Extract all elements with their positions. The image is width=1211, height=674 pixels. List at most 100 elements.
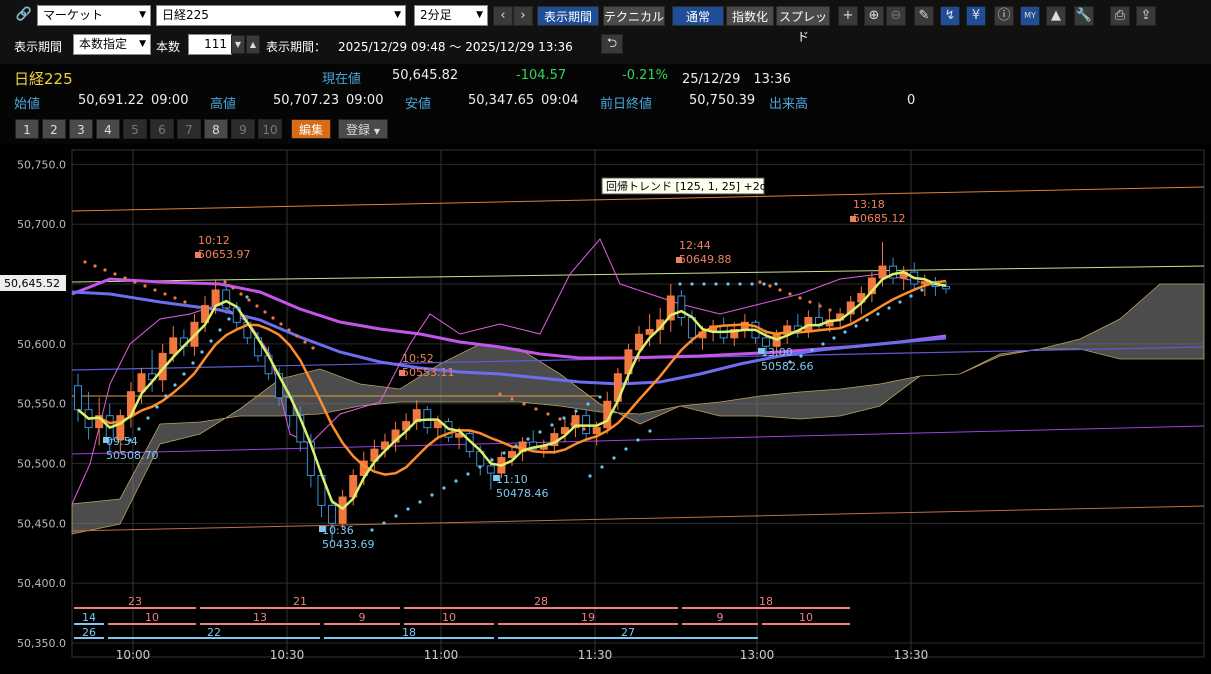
high-label: 高値: [210, 97, 237, 112]
page-button-10[interactable]: 10: [258, 119, 282, 139]
page-button-9[interactable]: 9: [231, 119, 255, 139]
reset-icon[interactable]: ⮌: [601, 34, 623, 54]
chevron-down-icon[interactable]: ▼: [231, 35, 245, 54]
toolbar: 🔗 マーケット ▼ 日経225 ▼ 2分足 ▼ ‹ › 表示期間 テクニカル 通常 指…: [0, 0, 1211, 64]
chevron-left-icon[interactable]: ‹: [493, 6, 513, 26]
sar-dot: [236, 306, 240, 310]
sar-dot: [103, 268, 107, 272]
my-icon[interactable]: MY: [1020, 6, 1040, 26]
candle-body: [645, 328, 654, 335]
regression-lower-2: [71, 505, 1205, 532]
pen-icon[interactable]: ✎: [914, 6, 934, 26]
technical-button[interactable]: テクニカル: [603, 6, 665, 26]
display-period-button[interactable]: 表示期間: [537, 6, 599, 26]
wrench-icon[interactable]: 🔧: [1074, 6, 1094, 26]
price-chart[interactable]: 50,750.050,700.050,650.050,600.050,550.0…: [0, 144, 1211, 671]
page-button-6[interactable]: 6: [150, 119, 174, 139]
annotation-time: 10:36: [322, 524, 354, 537]
sar-dot: [854, 324, 858, 328]
candle-body: [677, 295, 686, 319]
candle-body: [508, 451, 516, 459]
zoom-in-icon[interactable]: ⊕: [864, 6, 884, 26]
sar-dot: [799, 354, 803, 358]
edit-button[interactable]: 編集: [291, 119, 331, 139]
candle-body: [942, 285, 950, 290]
page-button-3[interactable]: 3: [69, 119, 93, 139]
market-select[interactable]: マーケット ▼: [37, 5, 151, 26]
annotation-value: 50653.97: [198, 248, 251, 261]
ma-slow-line: [71, 277, 947, 360]
candle-body: [730, 328, 739, 339]
register-button[interactable]: 登録 ▼: [338, 119, 388, 139]
page-button-8[interactable]: 8: [204, 119, 228, 139]
volume-value: 0: [907, 93, 916, 108]
ichimoku-cloud: [71, 283, 1205, 535]
sar-dot: [303, 340, 307, 344]
quote-panel: 日経225 現在値 50,645.82 -104.57 -0.21% 25/12…: [0, 64, 1211, 144]
quote-datetime: 25/12/29 13:36: [682, 72, 791, 87]
trend-icon[interactable]: ↯: [940, 6, 960, 26]
sar-dot: [93, 264, 97, 268]
candle-body: [486, 465, 495, 474]
sar-dot: [808, 300, 812, 304]
export-icon[interactable]: ⇪: [1136, 6, 1156, 26]
sar-dot: [200, 350, 204, 354]
sar-dot: [227, 317, 231, 321]
page-button-7[interactable]: 7: [177, 119, 201, 139]
area-icon[interactable]: ▲: [1046, 6, 1066, 26]
range-label: 表示期間：: [266, 40, 327, 54]
symbol-select[interactable]: 日経225 ▼: [156, 5, 406, 26]
x-tick-label: 10:00: [116, 648, 151, 662]
annotation-time: 09:54: [106, 435, 138, 448]
sar-dot: [454, 479, 458, 483]
sar-dot: [83, 260, 87, 264]
candle-body: [137, 373, 146, 393]
chevron-right-icon[interactable]: ›: [513, 6, 533, 26]
sar-dot: [394, 514, 398, 518]
count-label: 28: [534, 595, 548, 608]
period-mode-select[interactable]: 本数指定 ▼: [73, 34, 151, 55]
sar-dot: [526, 437, 530, 441]
crosshair-icon[interactable]: +: [838, 6, 858, 26]
candle-body: [338, 496, 347, 524]
yen-icon[interactable]: ¥: [966, 6, 986, 26]
count-label: 26: [82, 626, 96, 639]
sar-dot: [758, 280, 762, 284]
current-value: 50,645.82: [392, 68, 459, 83]
sar-dot: [636, 438, 640, 442]
zoom-out-icon[interactable]: ⊖: [886, 6, 906, 26]
normal-button[interactable]: 通常: [672, 6, 724, 26]
count-label: 10: [442, 611, 456, 624]
count-input[interactable]: 111: [188, 34, 232, 55]
sar-dot: [133, 280, 137, 284]
current-price-label: 50,645.52: [4, 277, 60, 290]
page-button-4[interactable]: 4: [96, 119, 120, 139]
chevron-down-icon: ▼: [139, 39, 146, 49]
sar-dot: [726, 282, 730, 286]
sar-dot: [123, 276, 127, 280]
sar-dot: [146, 416, 150, 420]
print-icon[interactable]: ⎙: [1110, 6, 1130, 26]
sar-dot: [586, 402, 590, 406]
candle-body: [762, 337, 771, 347]
sar-dot: [191, 361, 195, 365]
annotation-value: 50433.69: [322, 538, 375, 551]
chevron-up-icon[interactable]: ▲: [246, 35, 260, 54]
spread-button[interactable]: スプレッド: [776, 6, 830, 44]
annotation-marker: [103, 437, 109, 443]
index-button[interactable]: 指数化: [726, 6, 774, 26]
count-label: 19: [581, 611, 595, 624]
sar-dot: [143, 284, 147, 288]
info-icon[interactable]: ⓘ: [994, 6, 1014, 26]
sar-dot: [311, 346, 315, 350]
sar-dot: [255, 304, 259, 308]
low-label: 安値: [405, 97, 432, 112]
page-button-2[interactable]: 2: [42, 119, 66, 139]
page-button-1[interactable]: 1: [15, 119, 39, 139]
link-icon[interactable]: 🔗: [15, 7, 33, 22]
interval-select[interactable]: 2分足 ▼: [414, 5, 488, 26]
annotation-time: 10:52: [402, 352, 434, 365]
sar-dot: [702, 282, 706, 286]
sar-dot: [418, 500, 422, 504]
page-button-5[interactable]: 5: [123, 119, 147, 139]
